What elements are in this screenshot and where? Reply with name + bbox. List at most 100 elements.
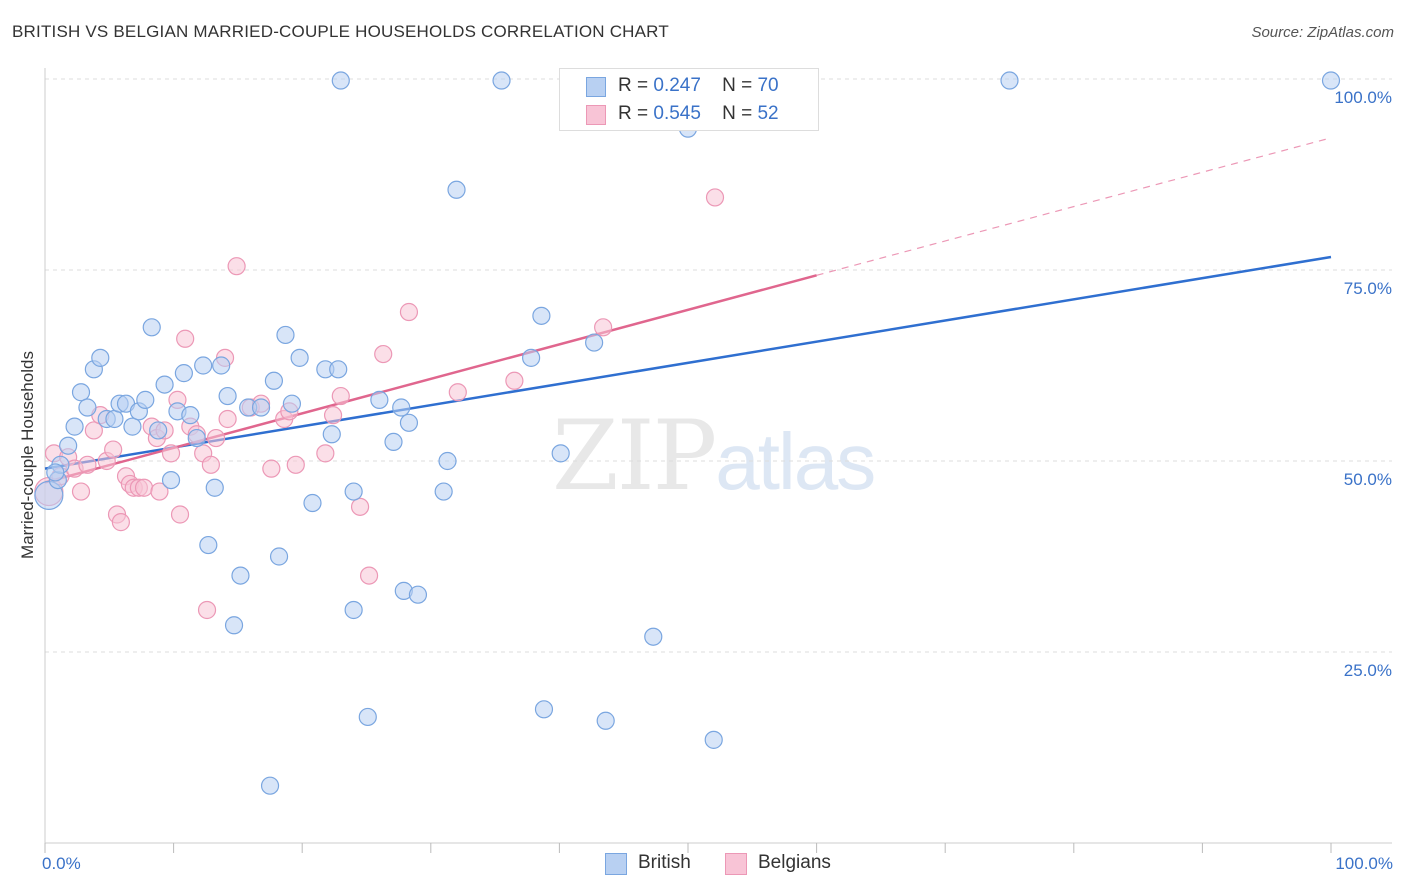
chart-title: BRITISH VS BELGIAN MARRIED-COUPLE HOUSEH… — [12, 22, 669, 41]
british-n-label: N = — [722, 75, 753, 96]
british-point — [123, 417, 142, 436]
british-point — [290, 348, 309, 367]
legend-belgians-label: Belgians — [758, 852, 831, 873]
belgians-point — [84, 421, 103, 440]
belgians-point — [201, 455, 220, 474]
british-point — [392, 398, 411, 417]
british-point — [105, 409, 124, 429]
x-tick-label-min: 0.0% — [42, 854, 81, 873]
british-point — [269, 547, 289, 566]
british-point — [276, 325, 295, 345]
belgians-point — [399, 302, 419, 322]
belgians-point — [197, 600, 217, 620]
british-point — [344, 600, 363, 620]
axes — [44, 68, 1392, 853]
y-tick-label: 50.0% — [1344, 470, 1392, 489]
british-trend-line — [44, 255, 1332, 470]
british-point — [136, 390, 155, 409]
british-point — [322, 425, 341, 444]
british-point — [585, 333, 604, 352]
british-point — [161, 471, 181, 490]
british-point — [1000, 71, 1019, 90]
british-r-value: 0.247 — [653, 75, 701, 96]
british-point — [251, 398, 271, 417]
british-point — [59, 436, 78, 455]
british-point — [187, 428, 206, 448]
belgians-point — [448, 383, 467, 402]
belgians-point — [262, 459, 281, 478]
british-point — [65, 417, 84, 436]
belgians-point — [323, 406, 343, 425]
british-r-label: R = — [618, 75, 649, 96]
british-point — [218, 386, 237, 406]
belgians-point — [150, 482, 169, 501]
belgians-n-label: N = — [722, 103, 753, 124]
british-point — [644, 627, 663, 646]
british-stats: R = 0.247 N = 70 — [618, 75, 779, 97]
source-label: Source: ZipAtlas.com — [1251, 24, 1394, 41]
belgians-swatch — [586, 105, 606, 125]
legend-british-swatch — [605, 853, 627, 875]
belgians-point — [350, 497, 370, 516]
british-point — [522, 348, 541, 367]
belgians-r-value: 0.545 — [653, 103, 701, 124]
british-point — [331, 71, 350, 90]
belgians-point — [170, 505, 190, 524]
british-point — [358, 707, 377, 727]
british-point — [534, 700, 554, 719]
belgians-point — [78, 455, 97, 474]
british-point — [199, 535, 218, 555]
british-point — [155, 375, 174, 394]
belgians-point — [218, 409, 237, 429]
british-point — [329, 360, 348, 379]
british-point — [344, 482, 363, 501]
belgians-stats: R = 0.545 N = 52 — [618, 103, 779, 125]
british-point — [447, 180, 466, 199]
y-tick-label: 75.0% — [1344, 279, 1392, 298]
y-tick-label: 25.0% — [1344, 661, 1392, 680]
british-point — [149, 421, 168, 440]
british-point — [224, 616, 244, 635]
belgians-trend-extension — [816, 137, 1332, 276]
british-point — [596, 711, 615, 730]
watermark-zip: ZIP — [552, 400, 717, 512]
belgians-point — [227, 257, 246, 276]
british-point — [264, 371, 284, 390]
british-point — [78, 398, 97, 417]
belgians-r-label: R = — [618, 103, 649, 124]
british-point — [492, 71, 511, 90]
belgians-point — [206, 428, 226, 448]
british-point — [399, 413, 419, 432]
british-swatch — [586, 77, 606, 97]
british-point — [282, 394, 302, 413]
belgians-point — [286, 455, 305, 474]
trend-lines — [44, 137, 1332, 484]
y-tick-label: 100.0% — [1334, 88, 1392, 107]
belgians-point — [316, 444, 335, 463]
british-point — [384, 432, 403, 451]
british-point — [91, 348, 110, 367]
gridlines — [45, 78, 1392, 653]
belgians-point — [71, 482, 91, 501]
british-point — [532, 306, 551, 325]
british-point — [205, 478, 224, 497]
belgians-point — [594, 318, 613, 337]
british-point — [194, 356, 213, 375]
british-point — [303, 493, 322, 513]
legend-british-label: British — [638, 852, 691, 873]
british-point — [551, 444, 570, 463]
british-point — [438, 451, 457, 471]
british-point — [704, 730, 723, 749]
belgians-point — [104, 440, 123, 459]
british-point — [71, 383, 91, 402]
belgians-point — [331, 386, 350, 406]
belgians-point — [359, 566, 379, 585]
british-point — [181, 406, 200, 425]
british-point — [231, 566, 250, 585]
x-tick-label-max: 100.0% — [1335, 854, 1393, 873]
british-point — [370, 390, 389, 409]
stats-legend: R = 0.247 N = 70 R = 0.545 N = 52 — [559, 68, 819, 131]
british-point — [434, 482, 453, 501]
belgians-point — [134, 478, 154, 497]
